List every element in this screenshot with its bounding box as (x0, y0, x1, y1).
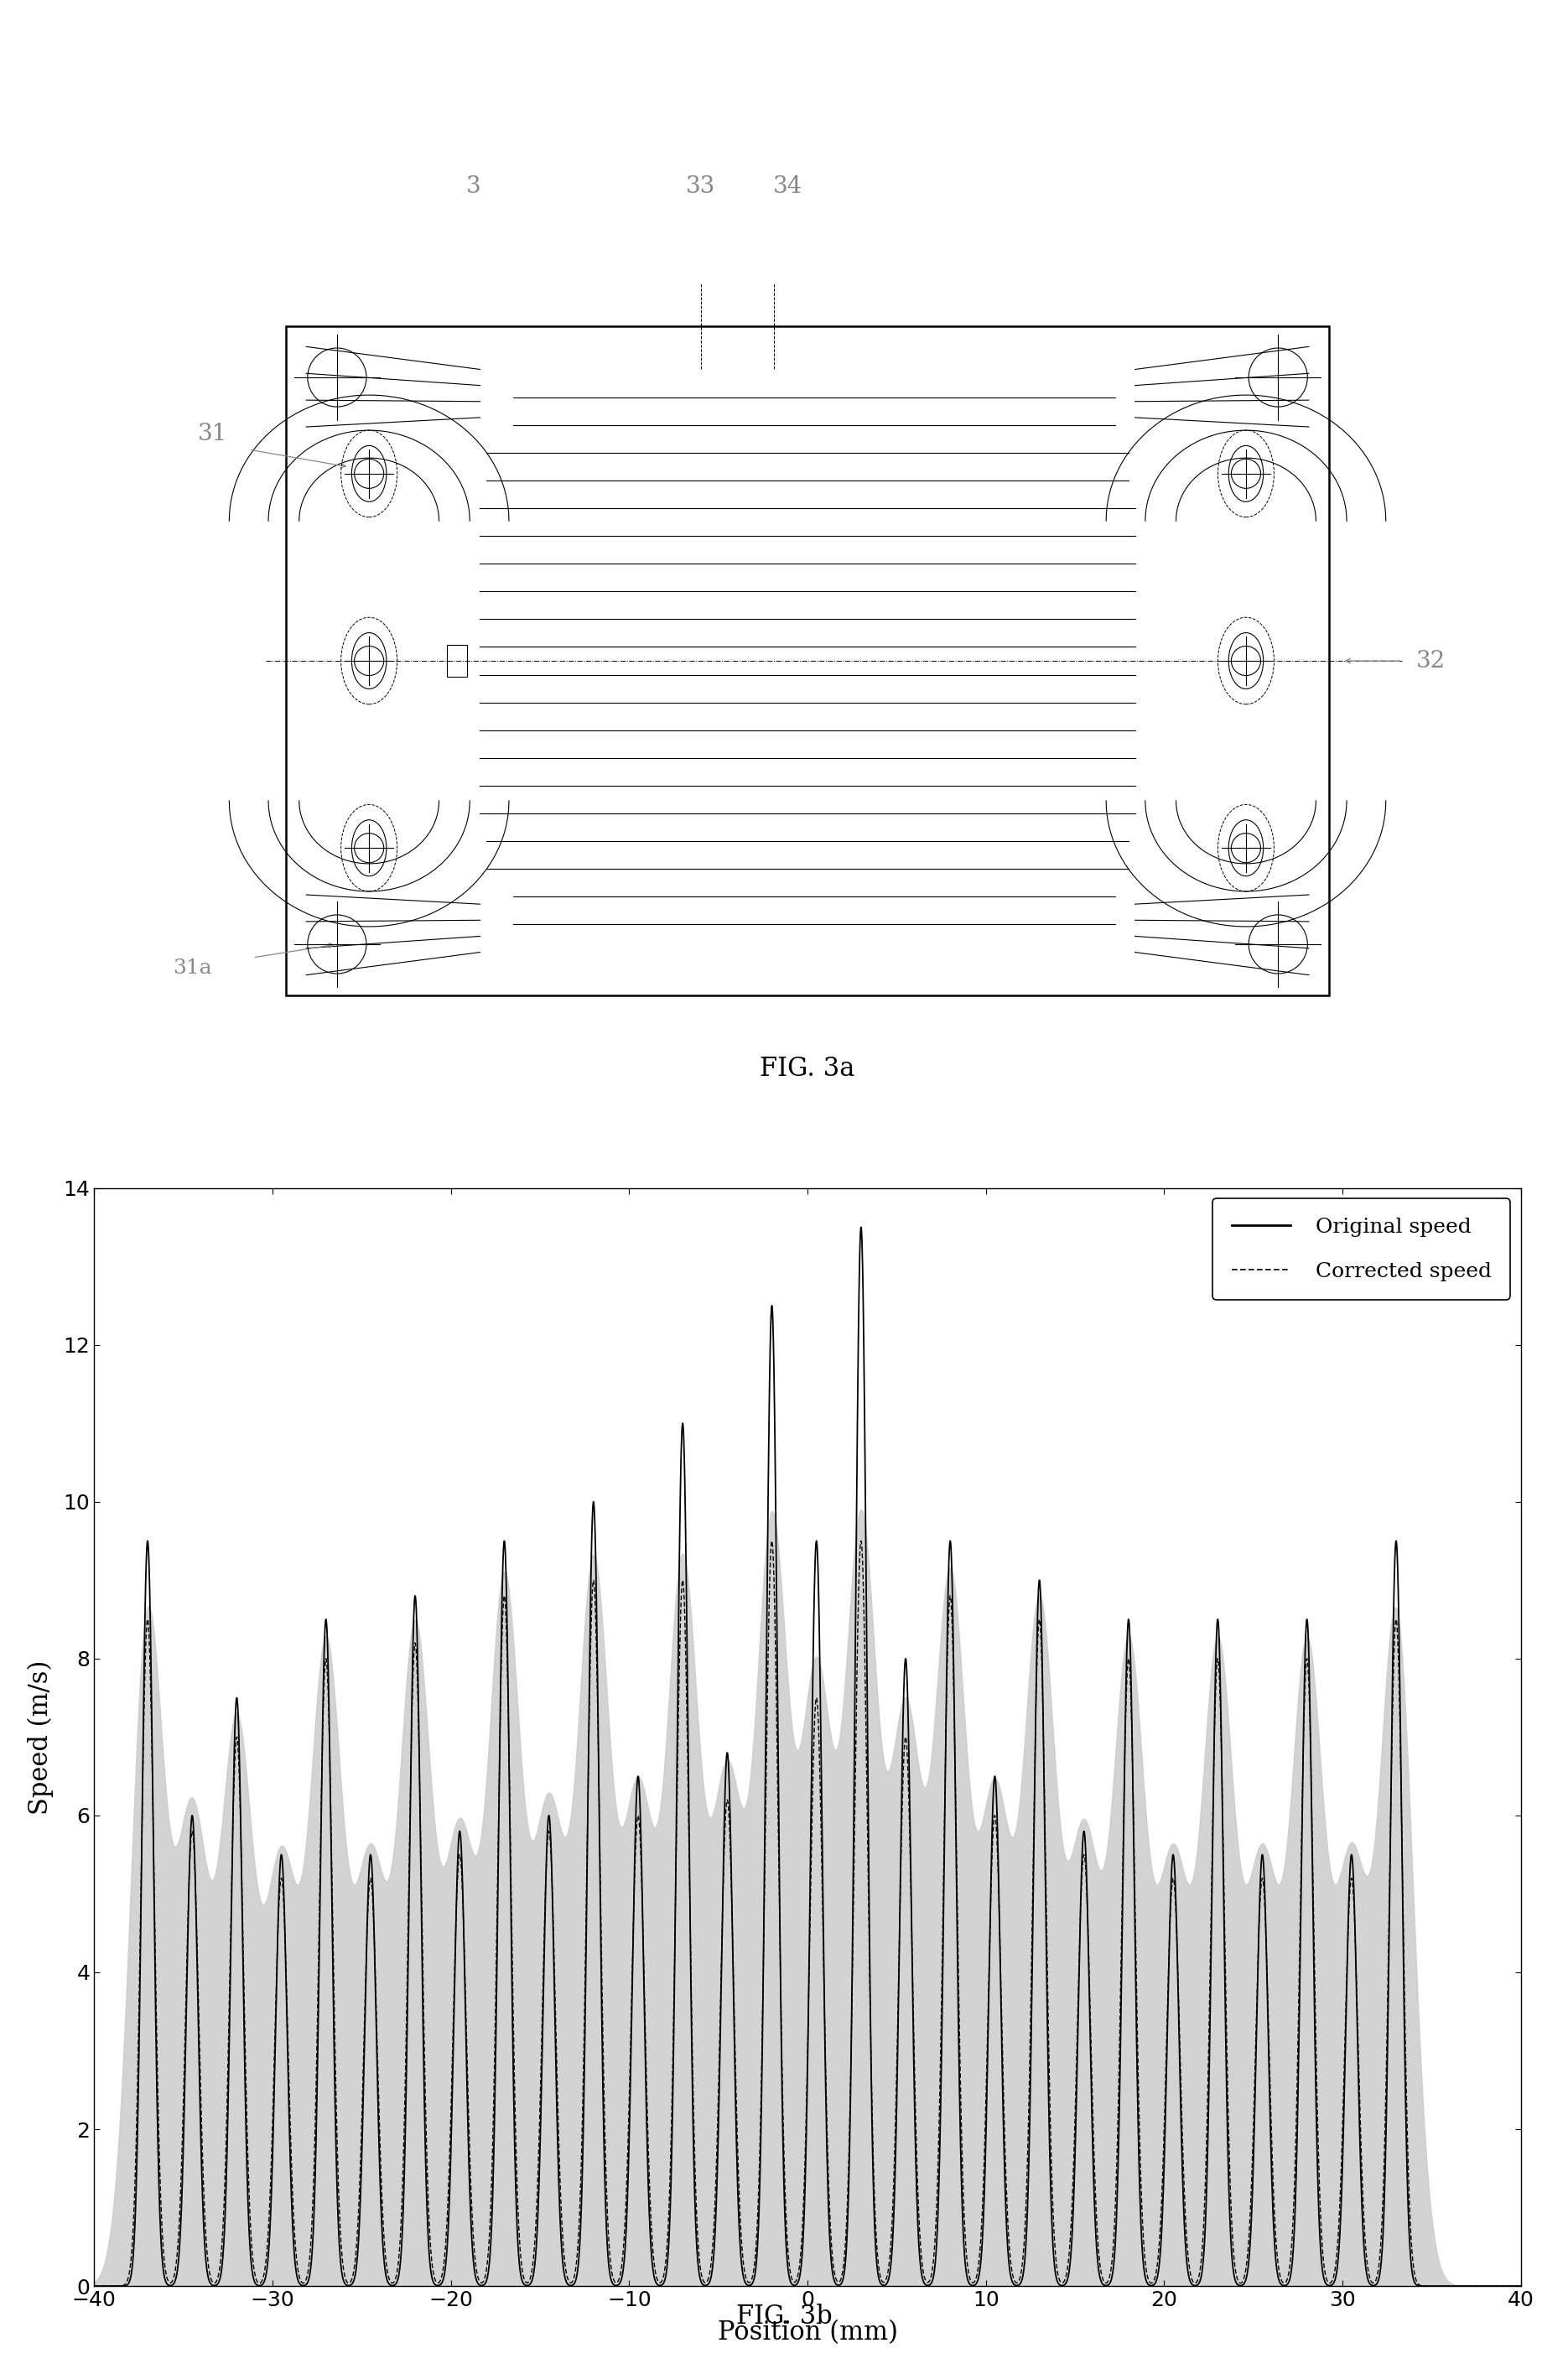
Bar (287, 327, 1328, 995)
Bar (447, 644, 467, 678)
Text: 33: 33 (685, 175, 715, 197)
X-axis label: Position (mm): Position (mm) (718, 2319, 897, 2345)
Text: 32: 32 (1416, 649, 1446, 673)
Text: 31a: 31a (172, 959, 212, 978)
Text: 31: 31 (198, 422, 227, 445)
Y-axis label: Speed (m/s): Speed (m/s) (28, 1661, 53, 1815)
Text: 3: 3 (466, 175, 481, 197)
Text: FIG. 3a: FIG. 3a (760, 1057, 855, 1083)
Legend: Original speed, Corrected speed: Original speed, Corrected speed (1212, 1199, 1510, 1301)
Text: 34: 34 (773, 175, 803, 197)
Text: FIG. 3b: FIG. 3b (735, 2305, 833, 2329)
